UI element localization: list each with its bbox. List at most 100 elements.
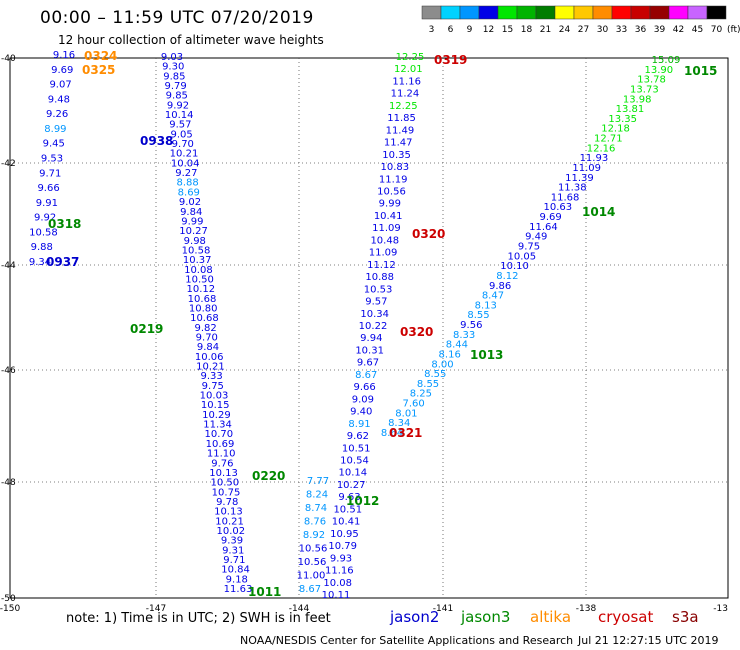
mission-cryosat: cryosat — [598, 608, 654, 626]
swh-value-label: 11.63 — [224, 584, 253, 595]
swh-value-label: 10.13 — [214, 507, 243, 518]
colorbar-swatch — [611, 5, 632, 20]
swh-value-label: 10.63 — [544, 202, 573, 213]
swh-value-label: 10.10 — [500, 261, 529, 272]
swh-value-label: 9.62 — [347, 431, 369, 442]
swh-value-label: 9.57 — [169, 120, 191, 131]
swh-value-label: 10.51 — [342, 443, 371, 454]
footer-note: note: 1) Time is in UTC; 2) SWH is in fe… — [66, 611, 331, 626]
swh-value-label: 11.49 — [386, 125, 415, 136]
swh-value-label: 10.70 — [204, 429, 233, 440]
swh-value-label: 8.74 — [305, 503, 327, 514]
swh-value-label: 10.14 — [338, 468, 367, 479]
swh-value-label: 8.67 — [355, 370, 377, 381]
swh-value-label: 7.77 — [307, 476, 329, 487]
colorbar-swatch — [687, 5, 708, 20]
swh-value-label: 11.00 — [297, 571, 326, 582]
swh-value-label: 7.60 — [402, 399, 424, 410]
swh-value-label: 10.68 — [188, 294, 217, 305]
swh-value-label: 10.21 — [215, 516, 244, 527]
generated-timestamp: Jul 21 12:27:15 UTC 2019 — [578, 634, 719, 647]
swh-value-label: 9.93 — [330, 553, 352, 564]
swh-value-label: 11.34 — [203, 420, 232, 431]
swh-value-label: 12.16 — [587, 143, 616, 154]
swh-value-label: 10.29 — [202, 410, 231, 421]
swh-value-label: 10.11 — [322, 590, 351, 601]
swh-value-label: 10.68 — [190, 313, 219, 324]
swh-value-label: 11.09 — [369, 248, 398, 259]
swh-value-label: 9.31 — [222, 545, 244, 556]
swh-value-label: 13.73 — [630, 84, 659, 95]
colorbar-tick-label: 70 — [711, 25, 723, 35]
swh-value-label: 9.66 — [37, 183, 59, 194]
swh-value-label: 9.94 — [360, 333, 382, 344]
swh-value-label: 8.33 — [453, 330, 475, 341]
swh-value-label: 9.78 — [216, 497, 238, 508]
colorbar-tick-label: 18 — [521, 25, 533, 35]
swh-value-label: 11.12 — [367, 260, 396, 271]
swh-value-label: 12.25 — [389, 101, 418, 112]
lat-tick-label: -44 — [1, 261, 16, 271]
swh-value-label: 10.37 — [183, 255, 212, 266]
pass-time-label: 1011 — [248, 585, 281, 599]
lon-tick-label: -141 — [433, 604, 453, 614]
colorbar-tick-label: 27 — [578, 25, 589, 35]
swh-value-label: 9.03 — [161, 52, 183, 63]
lat-tick-label: -48 — [1, 478, 16, 488]
swh-value-label: 9.70 — [196, 333, 218, 344]
pass-time-label: 1014 — [582, 205, 615, 219]
swh-value-label: 9.66 — [353, 382, 375, 393]
swh-value-label: 10.88 — [365, 272, 394, 283]
swh-value-label: 9.34 — [29, 257, 51, 268]
colorbar-tick-label: 45 — [692, 25, 703, 35]
colorbar-tick-label: 42 — [673, 25, 684, 35]
swh-value-label: 8.91 — [348, 419, 370, 430]
lat-tick-label: -42 — [1, 159, 16, 169]
swh-value-label: 9.91 — [36, 198, 58, 209]
swh-value-label: 9.75 — [202, 381, 224, 392]
swh-value-label: 8.44 — [446, 340, 468, 351]
swh-value-label: 11.16 — [325, 566, 354, 577]
swh-value-label: 9.71 — [223, 555, 245, 566]
swh-value-label: 8.13 — [475, 300, 497, 311]
swh-value-label: 13.35 — [608, 114, 637, 125]
mission-s3a: s3a — [672, 608, 699, 626]
swh-value-label: 10.80 — [189, 303, 218, 314]
swh-value-label: 8.69 — [178, 187, 200, 198]
colorbar-legend: 3 6 9 12 15 18 21 24 27 30 33 36 39 42 45 70 (ft) — [421, 5, 740, 35]
swh-value-label: 10.27 — [337, 480, 366, 491]
swh-value-label: 8.24 — [306, 490, 328, 501]
swh-value-label: 13.78 — [637, 75, 666, 86]
swh-value-label: 10.50 — [210, 478, 239, 489]
swh-value-label: 9.45 — [43, 139, 65, 150]
swh-value-label: 11.64 — [529, 222, 558, 233]
swh-value-label: 9.75 — [518, 242, 540, 253]
swh-value-label: 10.75 — [212, 487, 241, 498]
swh-value-label: 9.16 — [53, 50, 75, 61]
colorbar-swatch — [649, 5, 670, 20]
swh-value-label: 10.27 — [179, 226, 208, 237]
swh-value-label: 10.58 — [182, 245, 211, 256]
swh-value-label: 9.99 — [379, 199, 401, 210]
swh-value-label: 10.12 — [186, 284, 215, 295]
pass-time-label: 0938 — [140, 134, 173, 148]
swh-value-label: 8.01 — [395, 408, 417, 419]
lat-tick-label: -46 — [1, 366, 16, 376]
swh-value-label: 10.51 — [333, 504, 362, 515]
swh-value-label: 9.48 — [48, 94, 70, 105]
swh-value-label: 9.39 — [221, 536, 243, 547]
mission-jason3: jason3 — [461, 608, 511, 626]
swh-value-label: 8.25 — [410, 389, 432, 400]
swh-value-label: 8.55 — [424, 369, 446, 380]
swh-value-label: 10.21 — [170, 149, 199, 160]
swh-value-label: 9.69 — [539, 212, 561, 223]
swh-value-label: 8.55 — [467, 310, 489, 321]
colorbar-tick-label: 33 — [616, 25, 627, 35]
swh-value-label: 9.07 — [49, 80, 71, 91]
colorbar-swatch — [592, 5, 613, 20]
swh-value-label: 10.83 — [381, 162, 410, 173]
swh-value-label: 9.82 — [194, 323, 216, 334]
swh-value-label: 9.70 — [172, 139, 194, 150]
swh-value-label: 9.30 — [162, 62, 184, 73]
